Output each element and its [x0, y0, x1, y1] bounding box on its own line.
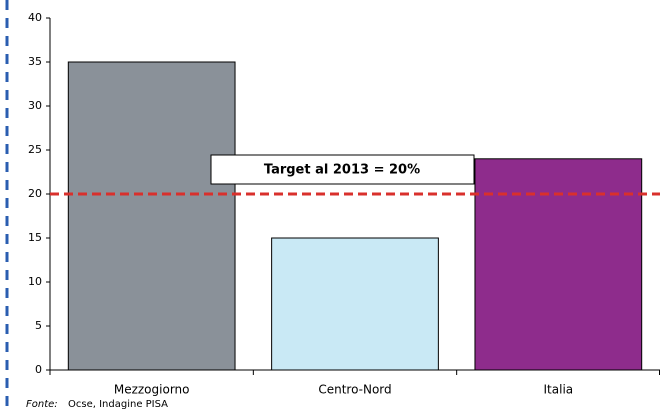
bar [474, 158, 643, 371]
x-tick-label: Centro-Nord [318, 383, 391, 397]
source: Ocse, Indagine PISA [68, 399, 168, 410]
y-tick-label: 10 [28, 275, 42, 288]
source-label: Fonte: [26, 399, 58, 410]
bar [67, 61, 236, 371]
y-tick-label: 30 [28, 99, 42, 112]
y-tick-label: 40 [28, 11, 42, 24]
bar [271, 237, 439, 371]
x-tick-label: Italia [544, 383, 574, 397]
y-tick-label: 15 [28, 231, 42, 244]
y-tick-label: 0 [35, 363, 42, 376]
target-label-box [210, 154, 475, 185]
y-tick-label: 5 [35, 319, 42, 332]
y-tick-label: 20 [28, 187, 42, 200]
target-label: Target al 2013 = 20% [264, 163, 420, 178]
x-tick-label: Mezzogiorno [114, 383, 190, 397]
y-tick-label: 25 [28, 143, 42, 156]
y-tick-label: 35 [28, 55, 42, 68]
